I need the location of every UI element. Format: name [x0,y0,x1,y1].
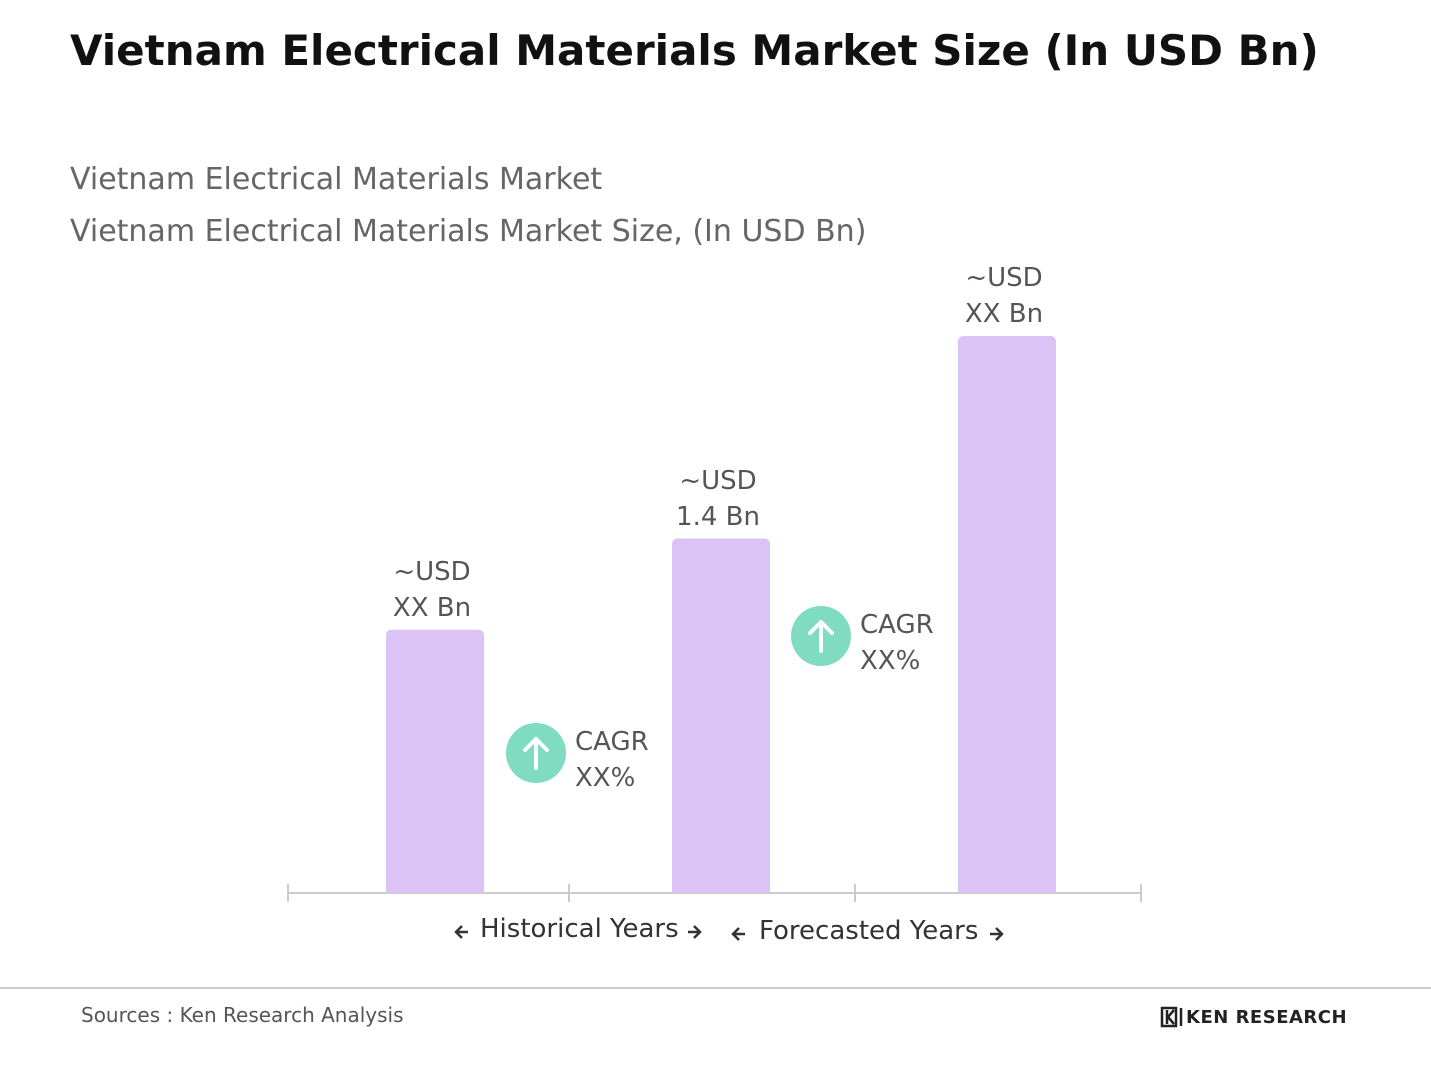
logo-mark [1160,1006,1183,1028]
cagr-label: CAGR XX% [860,610,934,676]
value-label: ~USD XX Bn [392,556,472,623]
period-label: Forecasted Years [759,916,979,946]
bar [386,629,484,893]
subtitle: Vietnam Electrical Materials Market Size… [70,214,867,249]
bar [672,538,770,893]
source: Sources : Ken Research Analysis [81,1003,404,1027]
period-label: Historical Years [480,914,679,944]
chart-title: Vietnam Electrical Materials Market Size… [70,26,1319,75]
subtitle: Vietnam Electrical Materials Market [70,162,603,197]
logo: KEN RESEARCH [1186,1007,1348,1028]
bar [958,336,1056,893]
value-label: ~USD XX Bn [964,263,1044,329]
value-label: ~USD 1.4 Bn [676,465,760,532]
period-arrows [454,925,1004,941]
cagr-arrow [523,737,549,770]
cagr-arrow [808,620,834,653]
cagr-label: CAGR XX% [575,727,649,793]
